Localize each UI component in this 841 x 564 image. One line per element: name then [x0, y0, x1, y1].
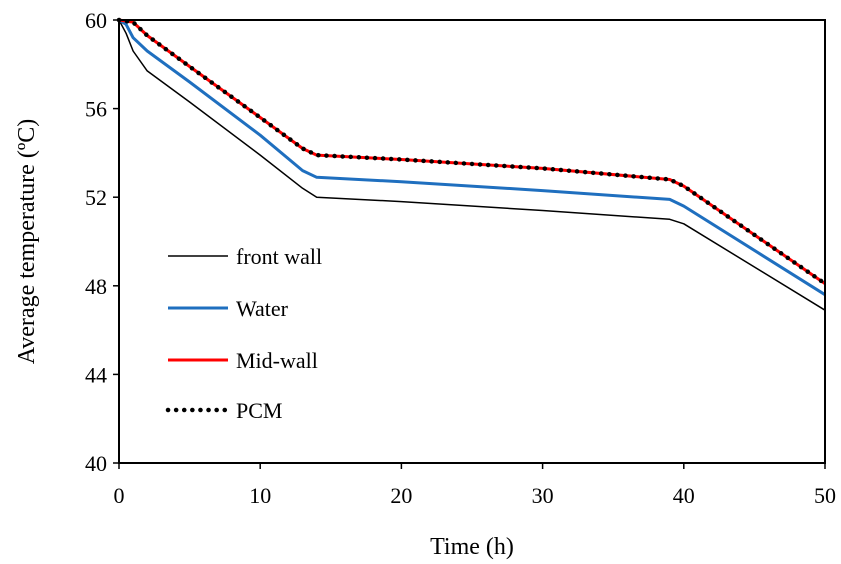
legend-label: front wall — [236, 244, 322, 269]
y-tick-label: 44 — [85, 362, 107, 387]
legend: front wall Water Mid-wall PCM — [165, 244, 322, 423]
x-tick-label: 10 — [249, 483, 271, 508]
x-tick-label: 0 — [114, 483, 125, 508]
y-axis-ticks: 40 44 48 52 56 60 — [85, 8, 119, 476]
legend-label: PCM — [236, 398, 282, 423]
plot-lines — [116, 17, 828, 311]
series-line-3 — [116, 17, 828, 286]
series-line-0 — [118, 19, 826, 311]
plot-frame — [118, 19, 826, 464]
y-tick-label: 60 — [85, 8, 107, 33]
x-axis-title: Time (h) — [430, 534, 514, 560]
y-tick-label: 56 — [85, 97, 107, 122]
x-tick-label: 50 — [814, 483, 836, 508]
legend-label: Water — [236, 296, 289, 321]
series-line-2 — [118, 18, 826, 285]
y-tick-label: 48 — [85, 274, 107, 299]
x-tick-label: 40 — [673, 483, 695, 508]
x-axis-ticks: 0 10 20 30 40 50 — [114, 463, 836, 508]
y-axis-title: Average temperature (ºC) — [14, 119, 40, 365]
x-tick-label: 30 — [532, 483, 554, 508]
series-line-1 — [118, 18, 826, 296]
y-tick-label: 40 — [85, 451, 107, 476]
x-tick-label: 20 — [390, 483, 412, 508]
y-tick-label: 52 — [85, 185, 107, 210]
legend-label: Mid-wall — [236, 348, 318, 373]
